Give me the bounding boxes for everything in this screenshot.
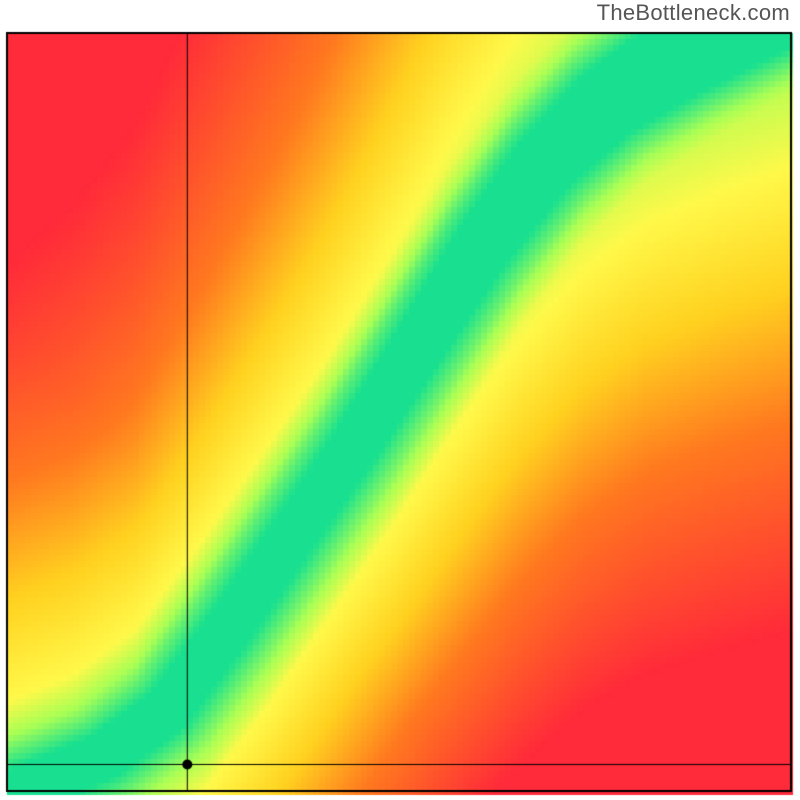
attribution-text: TheBottleneck.com bbox=[597, 0, 790, 26]
root: TheBottleneck.com bbox=[0, 0, 800, 800]
heatmap-canvas bbox=[0, 0, 800, 800]
